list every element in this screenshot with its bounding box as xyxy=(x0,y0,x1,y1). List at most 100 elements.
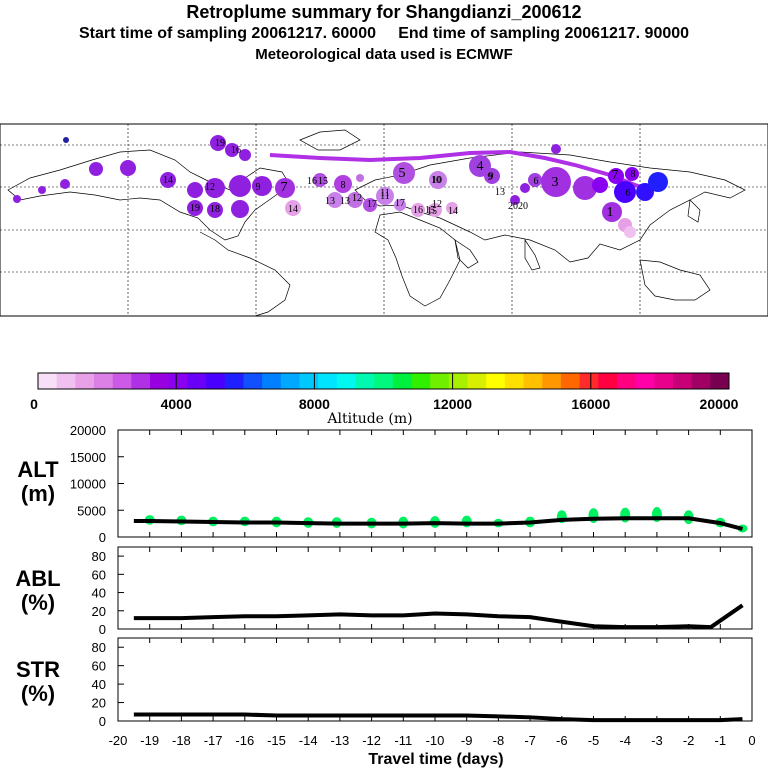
plume-label: 9 xyxy=(489,171,494,182)
plume-label: 19 xyxy=(215,138,225,149)
y-tick-label: 40 xyxy=(92,677,106,692)
x-tick-label: -10 xyxy=(426,733,445,748)
x-tick-label: -18 xyxy=(172,733,191,748)
y-axis-label: ALT xyxy=(17,457,59,482)
x-tick-label: -3 xyxy=(651,733,663,748)
plume-label: 13 xyxy=(325,196,335,207)
plume-marker xyxy=(528,173,542,187)
colorbar-swatch xyxy=(75,373,95,389)
colorbar-swatch xyxy=(206,373,226,389)
colorbar-title: Altitude (m) xyxy=(326,411,412,427)
plume-label: 9 xyxy=(488,172,493,183)
plume-marker xyxy=(160,172,176,188)
x-tick-label: -5 xyxy=(588,733,600,748)
colorbar-swatch xyxy=(579,373,599,389)
plume-marker xyxy=(252,176,272,196)
colorbar-swatch xyxy=(224,373,244,389)
colorbar-swatch xyxy=(523,373,543,389)
colorbar-tick-label: 20000 xyxy=(700,396,739,412)
colorbar-swatch xyxy=(355,373,375,389)
plume-marker xyxy=(376,187,394,205)
plume-label: 1 xyxy=(607,205,614,220)
colorbar-swatch xyxy=(672,373,693,389)
plume-label: 12 xyxy=(432,199,442,210)
plume-marker xyxy=(446,202,458,214)
plume-label: 19 xyxy=(190,203,200,214)
x-tick-label: -12 xyxy=(362,733,381,748)
x-tick-label: -4 xyxy=(619,733,631,748)
plume-marker xyxy=(327,192,343,208)
plume-marker xyxy=(573,176,597,200)
plume-marker xyxy=(347,192,363,208)
altitude-colorbar: 0 4000 8000 12000 16000 20000 Altitude (m) xyxy=(30,372,739,427)
plume-label: 14 xyxy=(448,206,458,217)
plume-marker xyxy=(313,173,327,187)
colorbar-swatch xyxy=(262,373,282,389)
plume-label: 12 xyxy=(205,182,215,193)
y-tick-label: 0 xyxy=(99,714,106,729)
colorbar-swatch xyxy=(374,373,394,389)
plume-label: 14 xyxy=(163,175,173,186)
x-tick-label: -9 xyxy=(461,733,473,748)
plume-label: 5 xyxy=(399,166,406,181)
colorbar-swatch xyxy=(299,373,319,389)
x-tick-label: -17 xyxy=(204,733,223,748)
plume-label: 12 xyxy=(352,193,362,204)
plume-label: 10 xyxy=(432,175,442,186)
plume-label: 13 xyxy=(495,187,505,198)
plume-marker xyxy=(510,195,520,205)
colorbar-swatch xyxy=(710,373,730,389)
plume-marker xyxy=(120,160,136,176)
x-tick-label: -16 xyxy=(235,733,254,748)
colorbar-swatch xyxy=(168,373,188,389)
plume-marker xyxy=(428,203,442,217)
colorbar-swatch xyxy=(150,373,170,389)
plume-label: 15 xyxy=(318,176,328,187)
y-tick-label: 80 xyxy=(92,640,106,655)
plume-label: 16 xyxy=(307,176,317,187)
colorbar-swatch xyxy=(616,373,637,389)
time-series-panels: 05000100001500020000ALT(m)020406080ABL(%… xyxy=(15,423,755,768)
plume-markers xyxy=(13,135,668,238)
x-tick-label: -7 xyxy=(524,733,536,748)
plume-label: 6 xyxy=(534,176,539,187)
y-tick-label: 60 xyxy=(92,659,106,674)
plume-marker xyxy=(231,200,249,218)
coastlines xyxy=(7,129,746,317)
plume-marker xyxy=(334,175,352,193)
colorbar-tick-label: 16000 xyxy=(571,396,610,412)
plume-marker xyxy=(38,186,46,194)
y-tick-label: 15000 xyxy=(70,450,106,465)
plume-marker xyxy=(636,183,654,201)
plume-marker xyxy=(614,181,636,203)
panel-frame xyxy=(117,637,753,722)
colorbar-swatch xyxy=(243,373,263,389)
colorbar-swatch xyxy=(318,373,338,389)
colorbar-tick-label: 0 xyxy=(30,396,38,412)
plume-marker xyxy=(429,171,447,189)
colorbar-swatch xyxy=(336,373,356,389)
plume-marker xyxy=(363,198,377,212)
y-tick-label: 5000 xyxy=(77,503,106,518)
plume-label: 11 xyxy=(380,191,390,202)
y-axis-label: ABL xyxy=(15,566,60,591)
colorbar-swatch xyxy=(486,373,506,389)
plume-marker xyxy=(394,199,406,211)
plume-marker xyxy=(229,175,251,197)
plume-marker xyxy=(89,162,103,176)
plume-label: 7 xyxy=(612,168,619,183)
y-tick-label: 60 xyxy=(92,567,106,582)
plume-marker xyxy=(239,149,251,161)
plume-label: 18 xyxy=(210,204,220,215)
plume-marker xyxy=(624,226,636,238)
x-tick-label: -1 xyxy=(715,733,727,748)
x-tick-label: -19 xyxy=(140,733,159,748)
x-tick-label: -2 xyxy=(683,733,695,748)
colorbar-swatch xyxy=(598,373,618,389)
panel-alt: 0 5000 10000 15000 20000 ALT(m) xyxy=(17,423,753,545)
plume-marker xyxy=(187,182,203,198)
series-line-alt xyxy=(133,516,744,531)
